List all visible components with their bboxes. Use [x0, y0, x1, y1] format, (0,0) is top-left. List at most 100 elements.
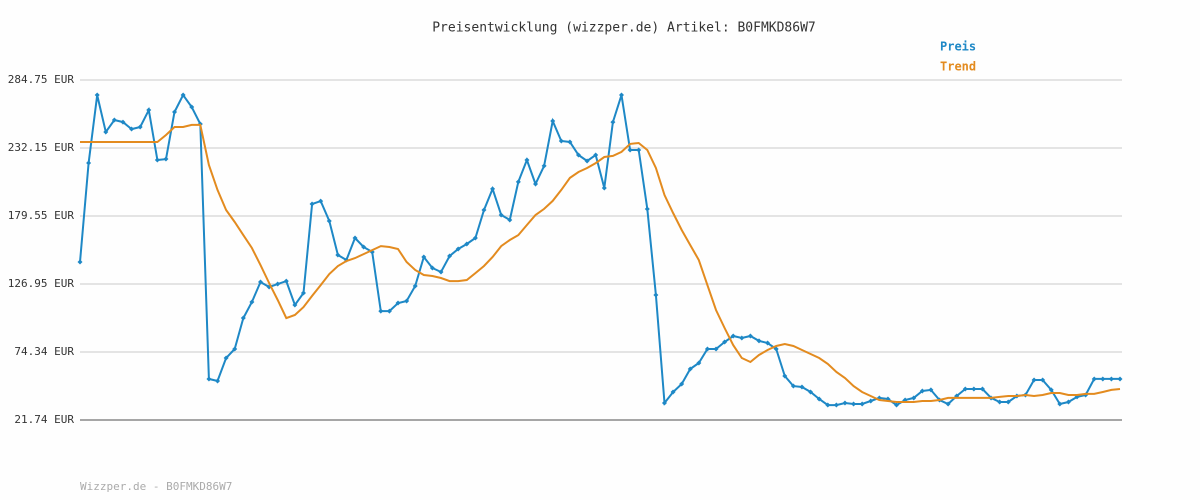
point-marker: [77, 259, 83, 265]
point-marker: [257, 279, 263, 285]
point-marker: [386, 308, 392, 314]
point-marker: [309, 201, 315, 207]
point-marker: [326, 218, 332, 224]
y-tick-label: 74.34 EUR: [14, 345, 74, 358]
point-marker: [94, 92, 100, 98]
point-marker: [1108, 376, 1114, 382]
point-marker: [541, 163, 547, 169]
point-marker: [661, 400, 667, 406]
point-marker: [704, 346, 710, 352]
point-marker: [576, 152, 582, 158]
point-marker: [773, 346, 779, 352]
point-marker: [782, 373, 788, 379]
point-marker: [730, 333, 736, 339]
point-marker: [275, 281, 281, 287]
point-marker: [490, 186, 496, 192]
point-marker: [739, 335, 745, 341]
point-marker: [283, 278, 289, 284]
point-marker: [1117, 376, 1123, 382]
point-marker: [412, 283, 418, 289]
point-marker: [928, 387, 934, 393]
point-marker: [971, 386, 977, 392]
point-marker: [747, 333, 753, 339]
point-marker: [464, 241, 470, 247]
point-marker: [808, 389, 814, 395]
point-marker: [1040, 377, 1046, 383]
point-marker: [979, 386, 985, 392]
point-marker: [1057, 401, 1063, 407]
legend-entry: Trend: [940, 60, 976, 74]
point-marker: [507, 217, 513, 223]
point-marker: [318, 198, 324, 204]
point-marker: [911, 395, 917, 401]
point-marker: [154, 157, 160, 163]
point-marker: [945, 401, 951, 407]
point-marker: [1031, 377, 1037, 383]
point-marker: [240, 315, 246, 321]
point-marker: [1005, 399, 1011, 405]
point-marker: [644, 206, 650, 212]
y-tick-label: 21.74 EUR: [14, 413, 74, 426]
point-marker: [515, 179, 521, 185]
point-marker: [790, 383, 796, 389]
point-marker: [997, 399, 1003, 405]
point-marker: [713, 346, 719, 352]
point-marker: [1065, 399, 1071, 405]
point-marker: [180, 92, 186, 98]
point-marker: [215, 378, 221, 384]
footer: Wizzper.de - B0FMKD86W7: [80, 480, 232, 493]
point-marker: [129, 126, 135, 132]
point-marker: [300, 290, 306, 296]
point-marker: [472, 235, 478, 241]
point-marker: [550, 118, 556, 124]
point-marker: [618, 92, 624, 98]
point-marker: [567, 139, 573, 145]
y-tick-label: 284.75 EUR: [8, 73, 75, 86]
point-marker: [1091, 376, 1097, 382]
point-marker: [679, 381, 685, 387]
point-marker: [232, 346, 238, 352]
point-marker: [524, 157, 530, 163]
point-marker: [395, 300, 401, 306]
y-tick-label: 179.55 EUR: [8, 209, 75, 222]
point-marker: [206, 376, 212, 382]
point-marker: [696, 360, 702, 366]
point-marker: [687, 366, 693, 372]
point-marker: [868, 398, 874, 404]
point-marker: [799, 384, 805, 390]
series-line: [80, 123, 1121, 403]
point-marker: [765, 340, 771, 346]
point-marker: [851, 401, 857, 407]
point-marker: [601, 185, 607, 191]
point-marker: [558, 138, 564, 144]
point-marker: [859, 401, 865, 407]
point-marker: [1100, 376, 1106, 382]
point-marker: [1048, 387, 1054, 393]
point-marker: [593, 152, 599, 158]
point-marker: [498, 212, 504, 218]
point-marker: [163, 156, 169, 162]
point-marker: [894, 402, 900, 408]
point-marker: [533, 181, 539, 187]
point-marker: [189, 104, 195, 110]
point-marker: [429, 265, 435, 271]
point-marker: [455, 246, 461, 252]
point-marker: [962, 386, 968, 392]
point-marker: [146, 107, 152, 113]
point-marker: [481, 207, 487, 213]
point-marker: [120, 119, 126, 125]
point-marker: [404, 298, 410, 304]
point-marker: [361, 244, 367, 250]
point-marker: [447, 253, 453, 259]
point-marker: [352, 235, 358, 241]
point-marker: [722, 339, 728, 345]
point-marker: [438, 269, 444, 275]
point-marker: [223, 355, 229, 361]
point-marker: [610, 119, 616, 125]
point-marker: [653, 292, 659, 298]
point-marker: [86, 160, 92, 166]
point-marker: [636, 147, 642, 153]
point-marker: [842, 400, 848, 406]
